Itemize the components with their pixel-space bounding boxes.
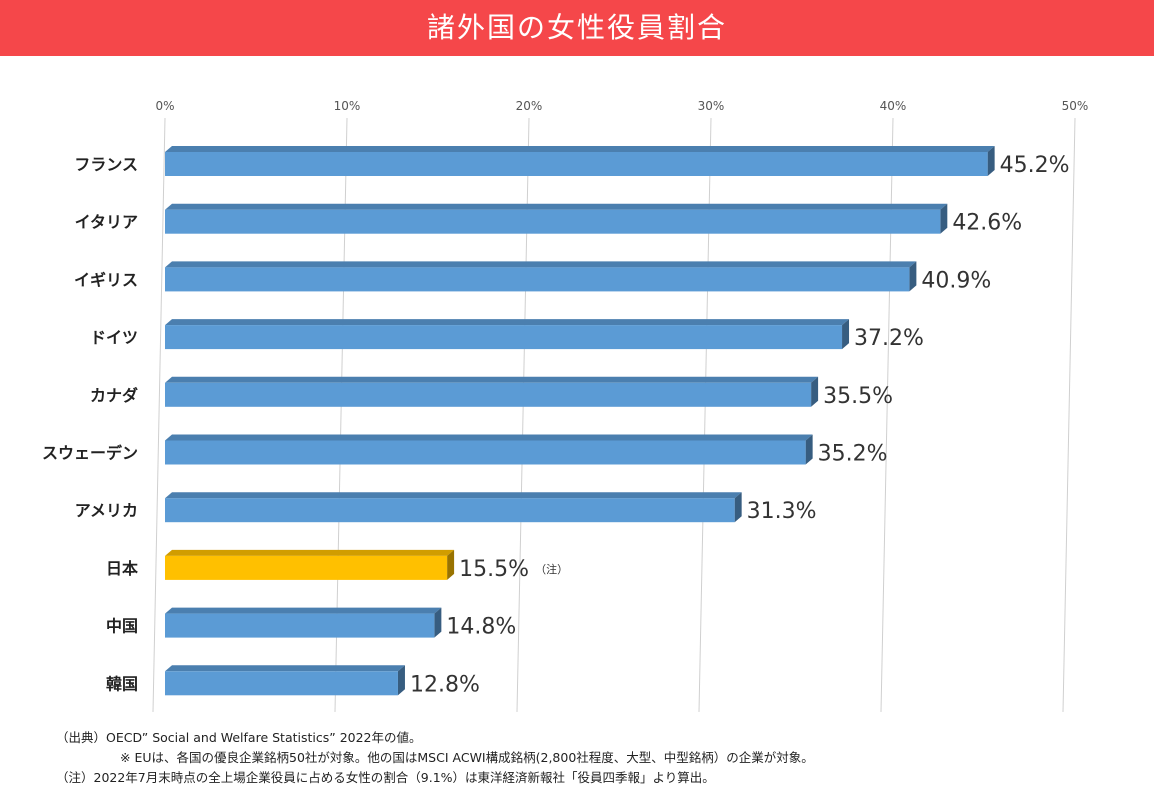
x-tick-label: 20% [516, 99, 543, 113]
bar-top-face [165, 376, 819, 383]
bar [165, 555, 448, 580]
source-note: （出典）OECD” Social and Welfare Statistics”… [56, 730, 422, 745]
category-label: アメリカ [75, 501, 138, 520]
bar-side-face [940, 203, 948, 234]
data-label: 37.2% [854, 326, 924, 351]
bar-side-face [811, 376, 819, 407]
data-label: 12.8% [410, 672, 480, 697]
category-label: フランス [74, 155, 138, 174]
bar [165, 325, 843, 350]
bar-side-face [805, 434, 813, 465]
eu-note: ※ EUは、各国の優良企業銘柄50社が対象。他の国はMSCI ACWI構成銘柄(… [120, 750, 814, 765]
footnotes: （出典）OECD” Social and Welfare Statistics”… [56, 728, 1136, 788]
bar [165, 152, 988, 176]
x-tick-label: 10% [334, 99, 361, 113]
bar-top-face [165, 665, 405, 672]
bar-side-face [434, 607, 442, 638]
bar-chart: 0% 10% 20% 30% 40% 50% フランス 45.2% イタリア 42.6% イギリス 4… [42, 99, 1089, 713]
category-label: ドイツ [90, 328, 138, 347]
bar [165, 671, 398, 696]
data-label: 35.5% [823, 384, 893, 409]
x-tick-label: 30% [698, 99, 725, 113]
x-tick-label: 0% [155, 99, 174, 113]
bar-side-face [909, 261, 917, 292]
bar-top-face [165, 319, 850, 326]
category-label: 韓国 [106, 674, 138, 693]
bar-top-face [165, 492, 742, 499]
bar [165, 209, 941, 234]
bar [165, 382, 812, 407]
data-label-note: （注） [535, 562, 568, 576]
category-label: カナダ [90, 386, 138, 405]
gridline [152, 117, 166, 713]
category-label: スウェーデン [42, 444, 138, 463]
bar-top-face [165, 607, 442, 614]
x-tick-label: 50% [1062, 99, 1089, 113]
bar-top-face [165, 261, 917, 268]
bar-side-face [987, 146, 995, 176]
bar-side-face [734, 492, 742, 523]
x-tick-label: 40% [880, 99, 907, 113]
category-label: イギリス [74, 270, 138, 289]
category-label: 日本 [106, 559, 138, 578]
data-label: 40.9% [921, 268, 991, 293]
category-label: 中国 [106, 617, 138, 636]
bar [165, 440, 806, 465]
data-label: 15.5% [459, 557, 529, 582]
bar-top-face [165, 434, 813, 441]
bar-side-face [447, 549, 455, 580]
data-label: 31.3% [747, 499, 817, 524]
data-label: 42.6% [952, 211, 1022, 236]
bar-side-face [397, 665, 405, 696]
data-label: 45.2% [1000, 153, 1070, 178]
gridline [1062, 117, 1076, 713]
bar [165, 613, 435, 638]
data-label: 35.2% [818, 442, 888, 467]
chart-title: 諸外国の女性役員割合 [0, 0, 1154, 56]
bar [165, 498, 735, 523]
category-label: イタリア [75, 213, 138, 232]
bar-side-face [842, 319, 850, 350]
bar-top-face [165, 203, 948, 210]
bar [165, 267, 910, 292]
bar-top-face [165, 146, 995, 152]
bar-top-face [165, 549, 455, 556]
data-label: 14.8% [446, 615, 516, 640]
footnote: （注）2022年7月末時点の全上場企業役員に占める女性の割合（9.1%）は東洋経… [56, 770, 715, 785]
